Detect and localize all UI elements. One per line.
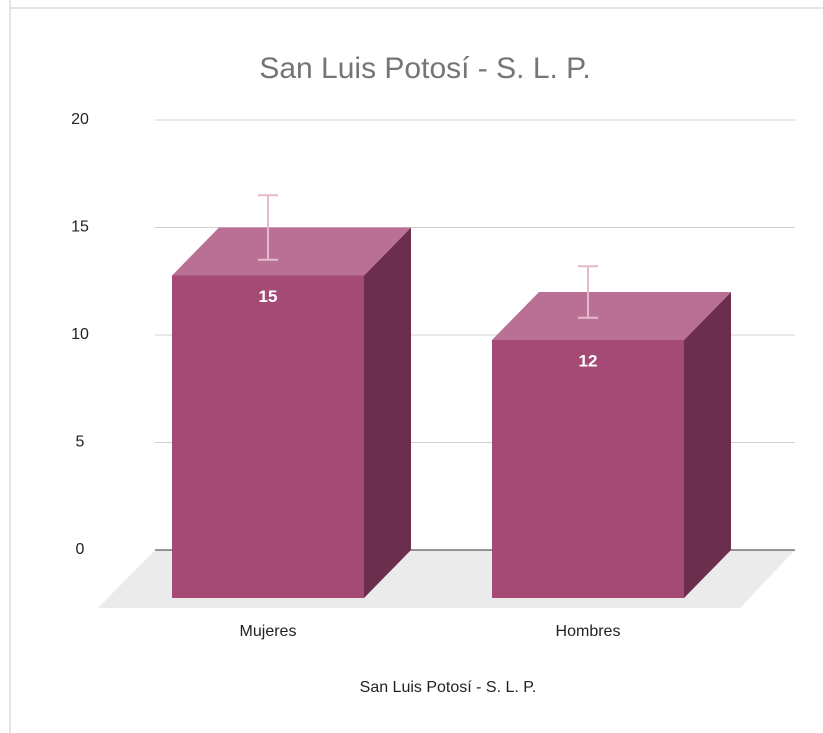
x-tick-label: Hombres — [556, 623, 621, 640]
bar-top — [492, 292, 731, 340]
x-tick-label: Mujeres — [240, 623, 297, 640]
bar-side — [684, 292, 731, 598]
data-label: 15 — [259, 287, 278, 306]
y-tick-label: 10 — [71, 326, 89, 343]
bar — [492, 340, 684, 598]
y-tick-label: 15 — [71, 219, 89, 236]
y-tick-label: 0 — [76, 541, 85, 558]
bar-side — [364, 227, 411, 598]
data-label: 12 — [579, 351, 598, 370]
y-tick-label: 20 — [71, 111, 89, 128]
bar — [172, 275, 364, 598]
y-tick-label: 5 — [76, 434, 85, 451]
x-axis-title: San Luis Potosí - S. L. P. — [360, 679, 537, 696]
bar-top — [172, 227, 411, 276]
chart-title: San Luis Potosí - S. L. P. — [259, 52, 590, 85]
